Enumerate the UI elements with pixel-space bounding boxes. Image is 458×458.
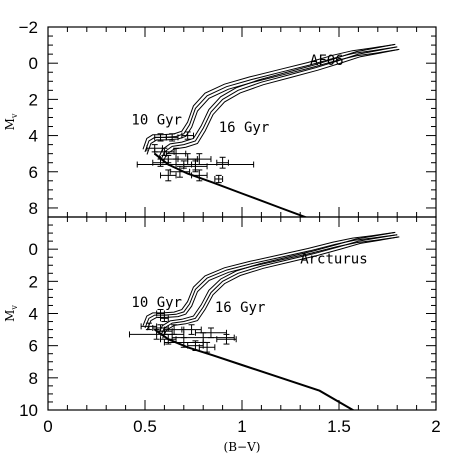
bottom-star-point (216, 333, 237, 345)
top-annotation: 10 Gyr (131, 113, 182, 129)
bottom-panel-ticks: 0 2 4 6 8 10 (19, 216, 437, 420)
top-star-point (160, 169, 177, 182)
bottom-isochrone-16gyr-line (162, 236, 400, 339)
top-y-tick-label: 0 (29, 54, 38, 73)
top-star-point (214, 174, 224, 184)
bottom-annotation: Arcturus (300, 252, 367, 268)
x-tick-label: 1.5 (327, 417, 351, 436)
bottom-star-point (128, 329, 185, 340)
bottom-y-tick-label: 4 (29, 305, 38, 324)
top-isochrone-10gyr-line (146, 48, 400, 155)
top-isochrone-16gyr-line (160, 46, 398, 162)
bottom-isochrone-10gyr-line (144, 234, 398, 329)
top-y-tick-label: 4 (29, 127, 38, 146)
top-y-tick-label: −2 (19, 18, 38, 37)
bottom-isochrone-16gyr-line (160, 234, 398, 337)
top-panel-stars (136, 131, 255, 184)
top-star-point (181, 131, 194, 140)
bottom-star-point (198, 341, 216, 353)
bottom-y-axis-label: Mv (3, 305, 19, 322)
top-star-point (136, 158, 255, 171)
x-tick-label: 1 (237, 417, 246, 436)
top-main-sequence-line (154, 152, 308, 217)
top-annotation: AF06 (310, 53, 344, 69)
bottom-annotation: 16 Gyr (215, 300, 266, 316)
bottom-y-tick-label: 0 (29, 240, 38, 259)
x-tick-label: 0.5 (133, 417, 157, 436)
top-isochrone-10gyr-line (142, 43, 396, 150)
bottom-panel-isochrones (142, 231, 400, 410)
top-isochrone-16gyr-line (162, 48, 400, 164)
bottom-y-tick-label: 2 (29, 272, 38, 291)
top-panel-ticks: −2 0 2 4 6 8 (19, 18, 437, 218)
bottom-star-point (160, 314, 169, 323)
top-y-tick-label: 2 (29, 90, 38, 109)
bottom-panel-ylabel: Mv (3, 305, 19, 322)
top-panel-ylabel: Mv (3, 113, 19, 130)
bottom-panel: 0 2 4 6 8 10 Arcturus 10 Gyr 16 Gyr Mv (3, 216, 437, 420)
top-panel: −2 0 2 4 6 8 AF06 10 Gyr 16 Gyr Mv (3, 18, 437, 218)
top-y-axis-label: Mv (3, 113, 19, 130)
x-tick-label: 2 (431, 417, 440, 436)
bottom-isochrone-10gyr-line (142, 231, 396, 326)
bottom-panel-annotations: Arcturus 10 Gyr 16 Gyr (131, 252, 367, 316)
bottom-y-tick-label: 10 (19, 401, 38, 420)
top-star-point (152, 158, 169, 167)
top-isochrone-16gyr-line (158, 43, 396, 159)
x-axis: (B−V) 0 0.5 1 1.5 2 (43, 417, 440, 454)
bottom-main-sequence-line (154, 328, 355, 410)
bottom-annotation: 10 Gyr (131, 295, 182, 311)
bottom-star-point (187, 340, 204, 351)
bottom-isochrone-16gyr-line (158, 231, 396, 335)
x-axis-title: (B−V) (224, 440, 261, 454)
top-star-point (154, 147, 175, 156)
bottom-y-tick-label: 6 (29, 337, 38, 356)
top-annotation: 16 Gyr (219, 120, 270, 136)
bottom-panel-stars (128, 308, 237, 353)
top-star-point (165, 133, 179, 142)
top-isochrone-10gyr-line (144, 46, 398, 153)
top-y-tick-label: 8 (29, 199, 38, 218)
top-panel-annotations: AF06 10 Gyr 16 Gyr (131, 53, 343, 136)
top-star-point (216, 156, 229, 169)
bottom-y-tick-label: 8 (29, 369, 38, 388)
bottom-star-point (181, 324, 202, 335)
top-y-tick-label: 6 (29, 163, 38, 182)
x-tick-label: 0 (43, 417, 52, 436)
